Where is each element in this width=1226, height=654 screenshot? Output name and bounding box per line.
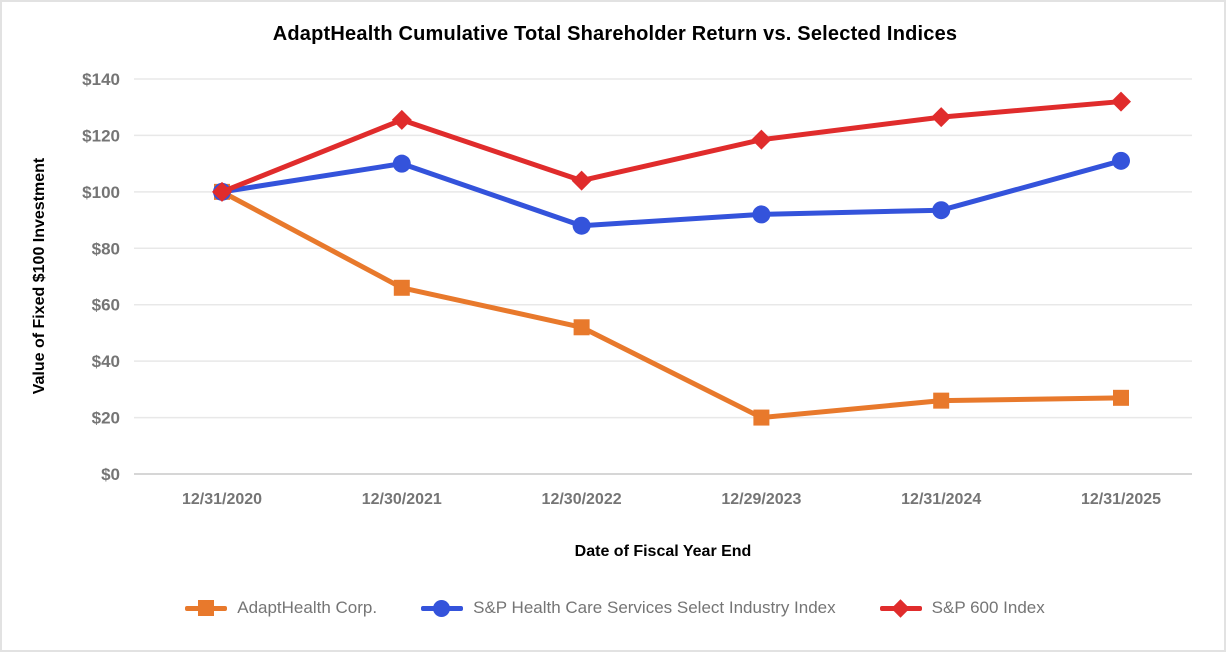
circle-marker-icon: [1112, 151, 1130, 170]
y-tick-label: $40: [92, 352, 120, 371]
legend-item-adapthealth: AdaptHealth Corp.: [185, 598, 377, 618]
x-tick-label: 12/31/2025: [1081, 491, 1161, 508]
diamond-marker-icon: [212, 181, 232, 202]
circle-marker-icon: [392, 154, 411, 173]
square-marker-icon: [393, 279, 410, 296]
square-marker-icon: [933, 392, 950, 409]
x-tick-label: 12/31/2024: [901, 491, 981, 508]
diamond-marker-icon: [751, 129, 772, 150]
diamond-marker-icon: [1111, 91, 1131, 112]
diamond-marker-icon: [571, 170, 592, 191]
square-marker-icon: [753, 409, 770, 426]
series-line-1: [219, 158, 1124, 229]
x-tick-label: 12/29/2023: [721, 491, 801, 508]
diamond-marker-icon: [931, 107, 952, 128]
x-tick-label: 12/30/2021: [362, 491, 442, 508]
series-line-0: [219, 189, 1124, 421]
y-tick-label: $140: [82, 70, 120, 89]
legend-label-sp600: S&P 600 Index: [931, 598, 1045, 617]
chart-title: AdaptHealth Cumulative Total Shareholder…: [272, 23, 958, 45]
legend-item-sp-healthcare: S&P Health Care Services Select Industry…: [421, 598, 836, 618]
y-tick-label: $120: [82, 126, 120, 145]
chart-legend: AdaptHealth Corp. S&P Health Care Servic…: [2, 598, 1226, 618]
circle-marker-icon: [932, 201, 951, 220]
series-line-2: [219, 99, 1124, 195]
y-tick-label: $0: [101, 465, 120, 484]
square-marker-icon: [573, 319, 590, 336]
y-tick-label: $100: [82, 183, 120, 202]
diamond-marker-icon: [391, 109, 412, 130]
x-tick-label: 12/31/2020: [182, 491, 262, 508]
legend-label-adapthealth: AdaptHealth Corp.: [237, 598, 378, 617]
legend-item-sp600: S&P 600 Index: [879, 598, 1045, 618]
x-tick-label: 12/30/2022: [542, 491, 622, 508]
circle-marker-icon: [752, 205, 771, 224]
y-tick-label: $20: [92, 409, 120, 428]
square-marker-icon: [185, 598, 228, 618]
square-marker-icon: [1113, 389, 1129, 406]
circle-marker-icon: [572, 216, 591, 235]
diamond-marker-icon: [879, 598, 922, 618]
x-axis-title: Date of Fiscal Year End: [574, 543, 752, 560]
legend-label-sp-healthcare: S&P Health Care Services Select Industry…: [473, 598, 836, 617]
y-tick-label: $80: [92, 239, 120, 258]
circle-marker-icon: [421, 598, 464, 618]
y-tick-label: $60: [92, 296, 120, 315]
